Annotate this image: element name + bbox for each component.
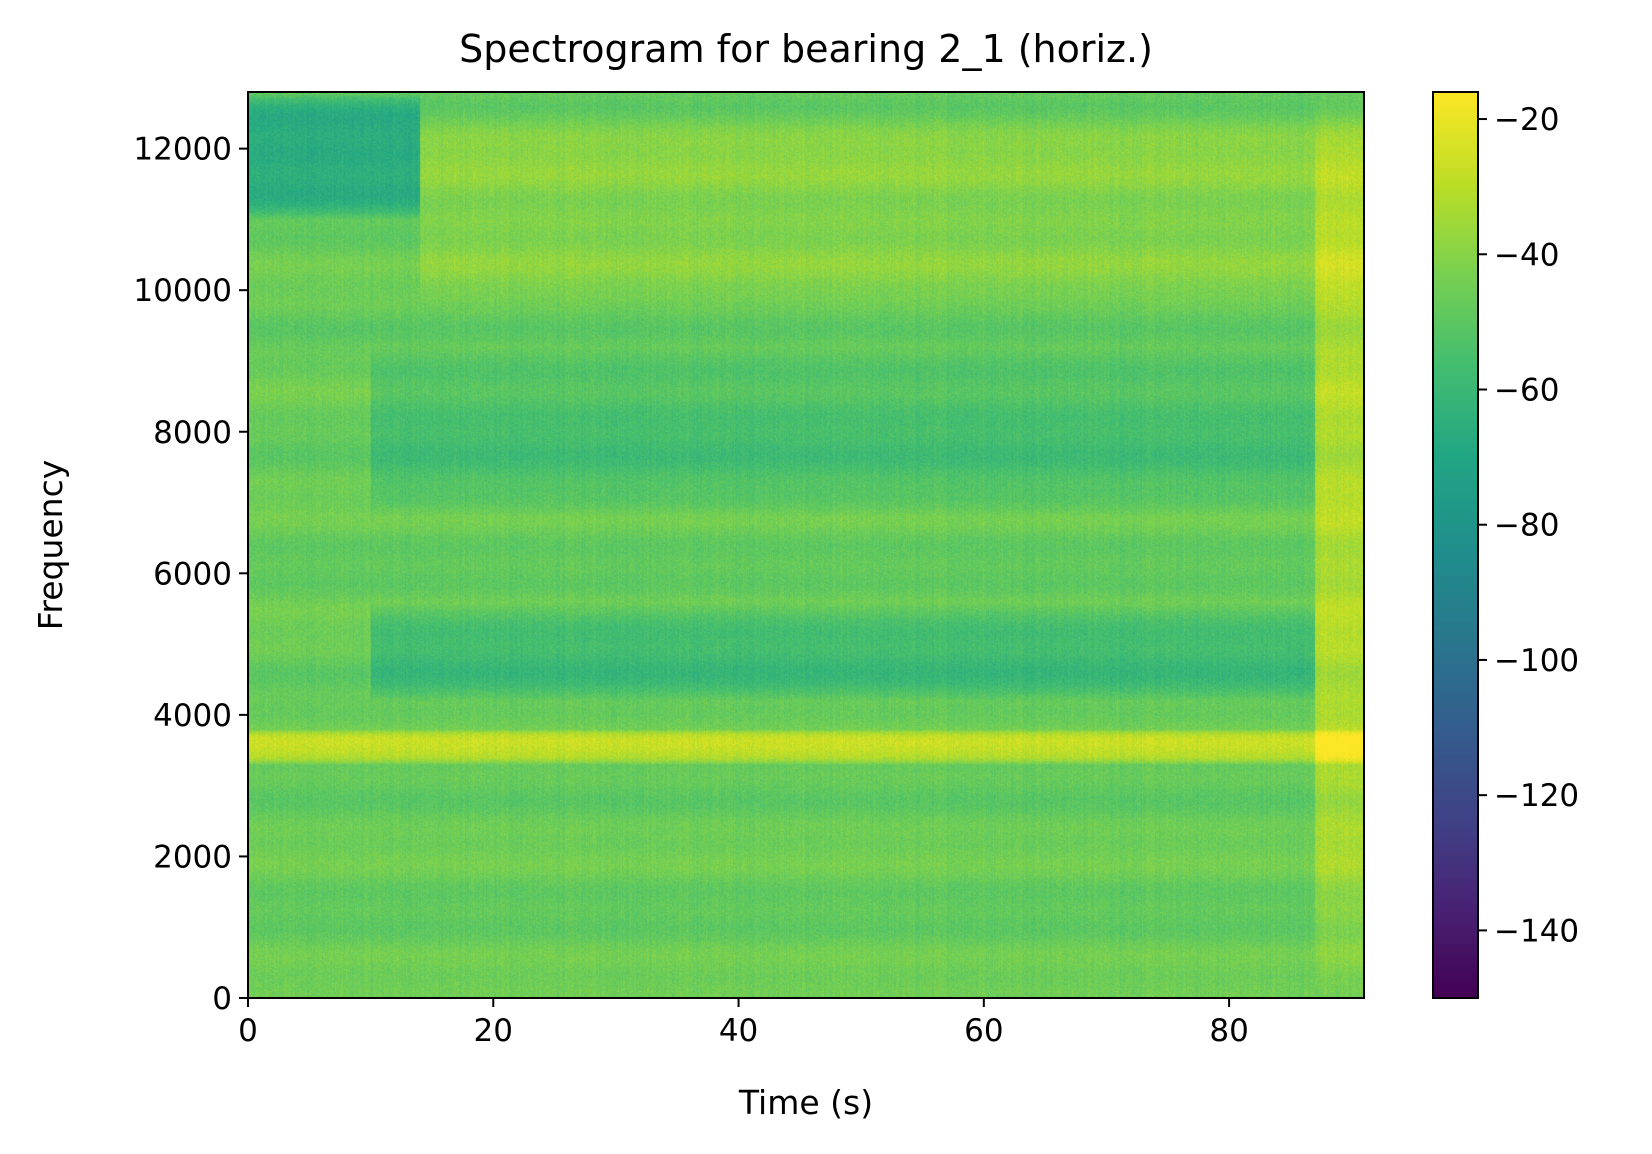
colorbar-tick-label: −100 (1494, 643, 1579, 679)
x-tick-label: 40 (719, 1013, 758, 1049)
colorbar-tick-label: −120 (1494, 778, 1579, 814)
x-tick-label: 20 (474, 1013, 513, 1049)
x-tick-label: 0 (238, 1013, 258, 1049)
y-axis: 0 2000 4000 6000 8000 10000 12000 (133, 132, 248, 1017)
colorbar-gradient (1433, 92, 1478, 998)
y-tick-label: 10000 (133, 273, 232, 309)
x-tick-label: 60 (964, 1013, 1003, 1049)
y-tick-label: 8000 (153, 415, 232, 451)
x-axis: 0 20 40 60 80 (238, 998, 1249, 1049)
x-tick-label: 80 (1209, 1013, 1248, 1049)
y-tick-label: 0 (212, 981, 232, 1017)
y-tick-label: 4000 (153, 698, 232, 734)
colorbar-tick-label: −80 (1494, 508, 1559, 544)
colorbar-tick-label: −20 (1494, 102, 1559, 138)
spectrogram-heatmap (248, 92, 1364, 998)
plot-frame (247, 91, 1365, 999)
chart-title: Spectrogram for bearing 2_1 (horiz.) (459, 27, 1153, 71)
y-axis-label: Frequency (31, 460, 70, 630)
x-axis-label: Time (s) (738, 1083, 873, 1122)
y-tick-label: 12000 (133, 132, 232, 168)
colorbar-tick-label: −60 (1494, 372, 1559, 408)
y-tick-label: 6000 (153, 556, 232, 592)
colorbar-tick-label: −40 (1494, 237, 1559, 273)
colorbar-tick-label: −140 (1494, 913, 1579, 949)
colorbar-axis: −140 −120 −100 −80 −60 −40 −20 (1478, 102, 1579, 949)
colorbar-frame (1432, 91, 1479, 999)
y-tick-label: 2000 (153, 839, 232, 875)
